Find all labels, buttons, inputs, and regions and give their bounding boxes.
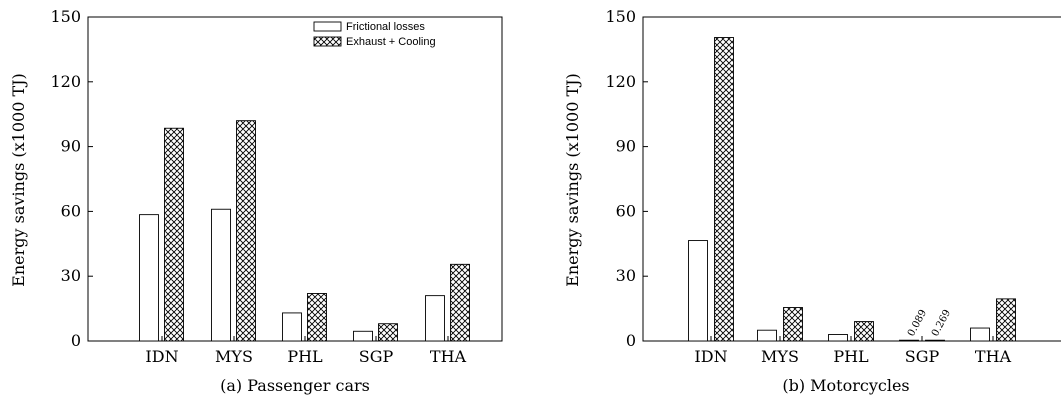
y-tick-label: 60 <box>616 201 636 220</box>
bar-phl-exhaust <box>854 321 874 342</box>
bar-mys-frictional <box>757 329 777 342</box>
bar-mys-exhaust <box>783 307 803 342</box>
panel-caption: (a) Passenger cars <box>220 376 370 395</box>
bar-tha-exhaust <box>996 298 1016 342</box>
x-axis: IDN MYS PHL SGP THA <box>145 336 467 366</box>
bar-idn-frictional <box>688 240 708 342</box>
y-tick-label: 120 <box>605 72 636 91</box>
x-tick-label: SGP <box>359 347 394 366</box>
x-tick-label: THA <box>975 347 1012 366</box>
legend-swatch-frictional <box>313 21 342 32</box>
y-axis-title: Energy savings (x1000 TJ) <box>563 73 582 287</box>
x-axis: IDN MYS PHL SGP THA <box>694 336 1012 366</box>
y-tick-label: 0 <box>71 331 81 350</box>
bar-sgp-exhaust <box>925 339 945 342</box>
bar-sgp-frictional <box>899 339 919 342</box>
x-tick-label: THA <box>430 347 467 366</box>
bar-idn-exhaust <box>714 37 734 342</box>
bar-mys-frictional <box>211 208 231 342</box>
bar-idn-exhaust <box>164 127 184 342</box>
bar-sgp-frictional <box>353 330 373 342</box>
bars <box>688 37 1016 342</box>
x-tick-label: IDN <box>694 347 727 366</box>
y-tick-label: 90 <box>616 137 636 156</box>
y-tick-label: 0 <box>626 331 636 350</box>
bar-idn-frictional <box>139 214 159 342</box>
y-tick-label: 90 <box>61 137 81 156</box>
y-axis-title: Energy savings (x1000 TJ) <box>9 73 28 287</box>
legend-label-exhaust: Exhaust + Cooling <box>346 36 436 48</box>
annotation-sgp-frictional: 0.089 <box>906 308 929 338</box>
bar-tha-frictional <box>970 327 990 342</box>
chart-motorcycles: 0 30 60 90 120 150 IDN MYS PHL SGP THA Energy sav… <box>563 7 1061 395</box>
bar-phl-frictional <box>828 334 848 342</box>
legend-label-frictional: Frictional losses <box>346 21 425 33</box>
chart-passenger-cars: 0 30 60 90 120 150 IDN MYS PHL SGP THA Energy sav… <box>9 7 503 395</box>
bar-sgp-exhaust <box>378 323 398 342</box>
annotation-sgp-exhaust: 0.269 <box>930 308 953 338</box>
x-tick-label: PHL <box>287 347 323 366</box>
bar-mys-exhaust <box>236 120 256 342</box>
bar-tha-frictional <box>425 295 445 342</box>
bars <box>139 120 470 342</box>
y-tick-label: 120 <box>50 72 81 91</box>
x-tick-label: PHL <box>833 347 869 366</box>
bar-phl-exhaust <box>307 293 327 342</box>
legend: Frictional losses Exhaust + Cooling <box>313 21 436 48</box>
y-axis: 0 30 60 90 120 150 <box>50 7 93 350</box>
x-tick-label: MYS <box>761 347 799 366</box>
x-tick-label: MYS <box>215 347 253 366</box>
y-tick-label: 30 <box>61 266 81 285</box>
y-axis: 0 30 60 90 120 150 <box>605 7 648 350</box>
x-tick-label: IDN <box>145 347 178 366</box>
y-tick-label: 150 <box>605 7 636 26</box>
panel-caption: (b) Motorcycles <box>782 376 909 395</box>
plot-frame <box>642 16 1061 342</box>
legend-swatch-exhaust <box>313 36 342 47</box>
y-tick-label: 150 <box>50 7 81 26</box>
y-tick-label: 60 <box>61 201 81 220</box>
bar-tha-exhaust <box>450 263 470 342</box>
y-tick-label: 30 <box>616 266 636 285</box>
x-tick-label: SGP <box>905 347 940 366</box>
bar-phl-frictional <box>282 312 302 342</box>
